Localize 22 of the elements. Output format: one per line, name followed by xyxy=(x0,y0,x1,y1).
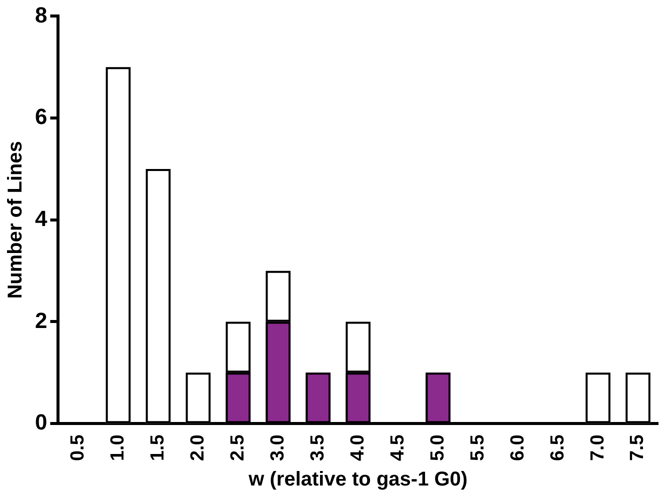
x-tick-label: 2.5 xyxy=(227,434,248,462)
x-tick-label: 4.5 xyxy=(387,434,408,462)
x-tick-label: 3.5 xyxy=(307,434,328,462)
y-axis-title: Number of Lines xyxy=(4,140,27,299)
x-tick-label: 1.0 xyxy=(107,434,128,462)
x-tick-label: 7.0 xyxy=(587,434,608,462)
y-tick-label: 6 xyxy=(34,104,48,130)
x-axis-title: w (relative to gas-1 G0) xyxy=(248,468,468,491)
y-tick-label: 8 xyxy=(34,2,48,28)
x-tick-label: 2.0 xyxy=(187,434,208,462)
y-tick-label: 4 xyxy=(34,206,48,231)
x-tick-label: 0.5 xyxy=(67,434,88,462)
y-tick-label: 0 xyxy=(34,410,48,435)
x-tick-label: 6.0 xyxy=(507,434,528,462)
x-tick-label: 5.5 xyxy=(467,434,488,462)
x-tick-label: 1.5 xyxy=(147,434,168,462)
x-tick-label: 4.0 xyxy=(347,434,368,462)
y-tick-label: 2 xyxy=(34,308,48,333)
x-tick-label: 3.0 xyxy=(267,434,288,462)
x-tick-label: 6.5 xyxy=(547,434,568,462)
x-tick-label: 7.5 xyxy=(627,434,648,462)
x-tick-label: 5.0 xyxy=(427,434,448,462)
